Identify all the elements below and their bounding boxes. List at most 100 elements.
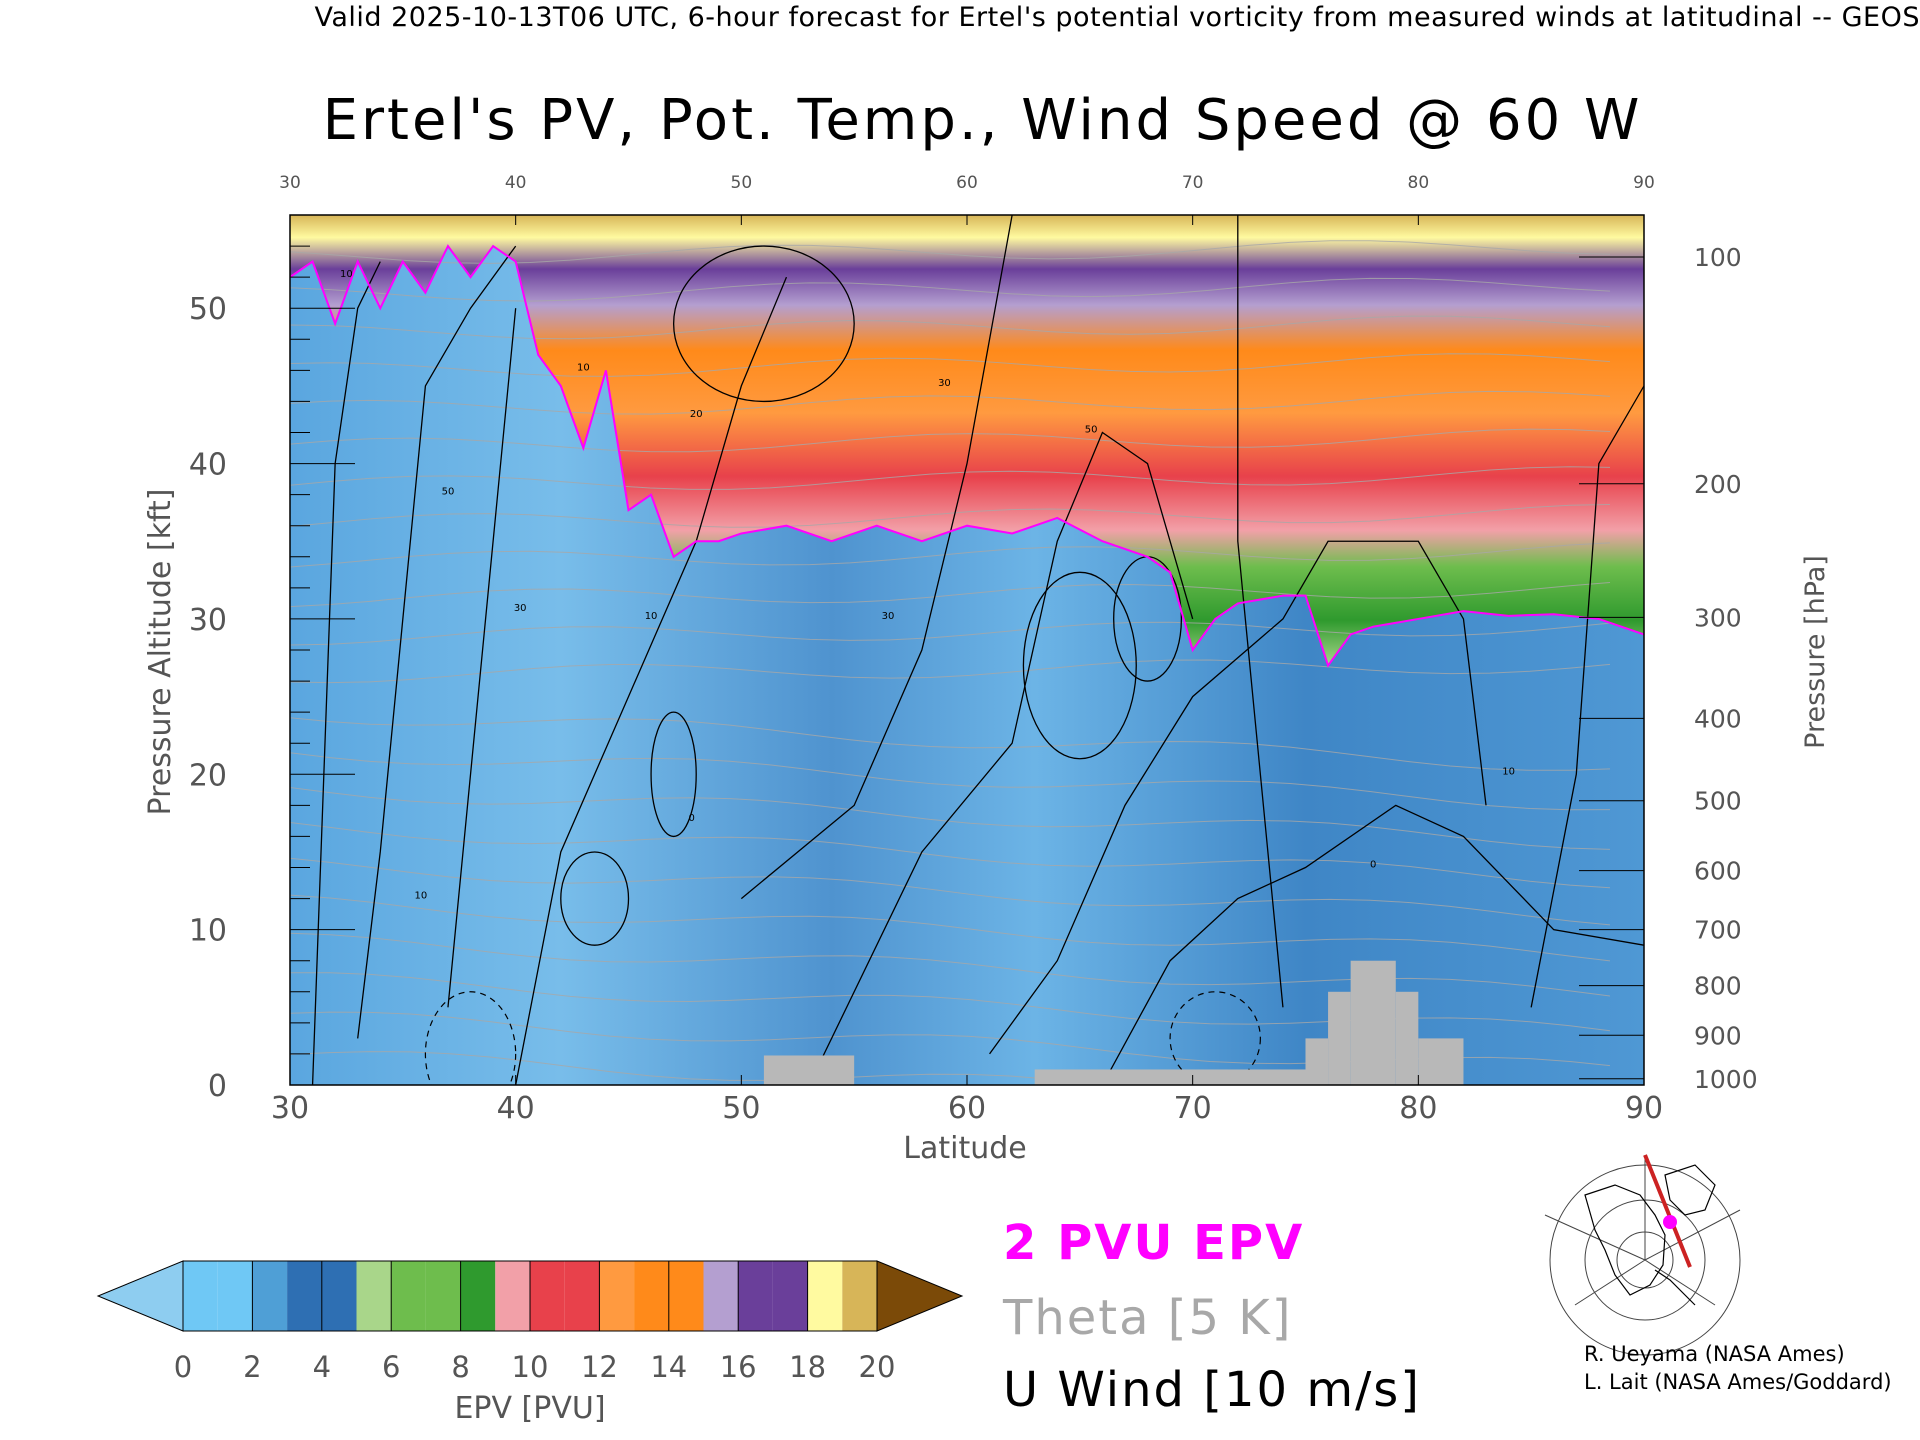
colorbar-segment <box>772 1261 808 1331</box>
x-tick-top-label: 30 <box>279 173 301 193</box>
y-tick-label: 10 <box>189 914 227 949</box>
wind-contour <box>357 245 517 1039</box>
colorbar-segment <box>703 1261 739 1331</box>
terrain-block <box>1034 1069 1306 1085</box>
legend-uwind: U Wind [10 m/s] <box>1003 1362 1422 1418</box>
colorbar-segment <box>356 1261 392 1331</box>
stratosphere-epv-fill <box>290 215 1644 666</box>
x-axis-top: 30 40 50 60 70 80 90 <box>279 173 1655 225</box>
wind-closed-contour <box>560 851 630 946</box>
x-tick-label: 60 <box>948 1091 986 1126</box>
x-tick-top-label: 40 <box>505 173 527 193</box>
theta-line <box>290 713 1611 771</box>
contour-label: 10 <box>340 269 353 280</box>
theta-line <box>290 542 1611 568</box>
credit-line-2: L. Lait (NASA Ames/Goddard) <box>1584 1370 1892 1394</box>
wind-contour <box>740 215 1013 900</box>
colorbar-segment <box>425 1261 461 1331</box>
colorbar-segment <box>460 1261 496 1331</box>
terrain-block <box>1418 1038 1464 1085</box>
plot-area: 10 10 10 10 20 30 30 30 50 50 0 0 10 <box>290 215 1644 1085</box>
y-tick-label: 40 <box>189 448 227 483</box>
pressure-tick-label: 400 <box>1694 704 1742 733</box>
wind-closed-contour <box>650 711 697 838</box>
colorbar-segment <box>564 1261 600 1331</box>
colorbar: 0 2 4 6 8 10 12 14 16 18 20 <box>96 1260 964 1384</box>
theta-line <box>290 353 1611 377</box>
x-tick-label: 40 <box>497 1091 535 1126</box>
y-tick-label: 50 <box>189 292 227 327</box>
contour-labels: 10 10 10 10 20 30 30 30 50 50 0 0 10 <box>340 269 1515 901</box>
colorbar-segment <box>807 1261 843 1331</box>
x-tick-label: 50 <box>722 1091 760 1126</box>
x-tick-label: 30 <box>271 1091 309 1126</box>
colorbar-label: EPV [PVU] <box>454 1391 605 1426</box>
colorbar-tick-label: 18 <box>789 1350 826 1384</box>
x-tick-label: 70 <box>1174 1091 1212 1126</box>
pressure-tick-label: 900 <box>1694 1021 1742 1050</box>
colorbar-segment <box>495 1261 530 1331</box>
valid-time-header: Valid 2025-10-13T06 UTC, 6-hour forecast… <box>314 2 1920 33</box>
colorbar-tick-label: 10 <box>512 1350 549 1384</box>
colorbar-tick-label: 4 <box>313 1350 331 1384</box>
x-axis-label: Latitude <box>903 1131 1026 1166</box>
theta-line <box>290 857 1611 926</box>
colorbar-tick-label: 6 <box>382 1350 400 1384</box>
wind-closed-contour <box>1022 571 1137 760</box>
tropopause-2pvu-line <box>290 244 1644 668</box>
terrain-block <box>763 1055 855 1085</box>
y-axis-right-pressure: 100 200 300 400 500 600 700 800 900 1000 <box>1579 243 1758 1094</box>
y-axis-label: Pressure Altitude [kft] <box>143 489 178 816</box>
pressure-tick-label: 700 <box>1694 916 1742 945</box>
wind-contour <box>515 276 788 1085</box>
legend-epv: 2 PVU EPV <box>1003 1215 1305 1271</box>
terrain-block <box>1305 1038 1329 1085</box>
contour-label: 10 <box>415 891 428 902</box>
colorbar-segment <box>634 1261 669 1331</box>
wind-contour <box>1237 215 1284 1008</box>
y-tick-label: 20 <box>189 758 227 793</box>
pressure-tick-label: 600 <box>1694 857 1742 886</box>
pressure-tick-label: 300 <box>1694 603 1742 632</box>
pressure-tick-label: 200 <box>1694 470 1742 499</box>
terrain-blocks <box>763 960 1464 1085</box>
theta-line <box>290 315 1611 340</box>
wind-closed-contour <box>672 245 855 403</box>
colorbar-segment <box>738 1261 773 1331</box>
colorbar-segment <box>287 1261 322 1331</box>
wind-contour <box>447 308 517 1008</box>
colorbar-tick-label: 2 <box>243 1350 261 1384</box>
theta-line <box>290 787 1611 850</box>
colorbar-segment <box>183 1261 218 1331</box>
inset-map <box>1544 1154 1741 1356</box>
colorbar-tick-label: 8 <box>451 1350 469 1384</box>
contour-label: 20 <box>690 409 703 420</box>
contour-label: 50 <box>1085 425 1098 436</box>
terrain-block <box>1328 991 1351 1085</box>
colorbar-segment <box>668 1261 704 1331</box>
colorbar-tick-label: 16 <box>720 1350 757 1384</box>
x-tick-top-label: 50 <box>731 173 753 193</box>
pressure-tick-label: 100 <box>1694 243 1742 272</box>
contour-label: 30 <box>514 603 527 614</box>
contour-label: 10 <box>1502 766 1515 777</box>
x-tick-top-label: 60 <box>956 173 978 193</box>
theta-line <box>290 621 1611 646</box>
terrain-block <box>1395 991 1419 1085</box>
colorbar-segment <box>530 1261 565 1331</box>
colorbar-segment <box>252 1261 288 1331</box>
wind-contour <box>808 431 1194 1085</box>
colorbar-tick-label: 12 <box>581 1350 618 1384</box>
colorbar-segment <box>217 1261 253 1331</box>
colorbar-over-arrow <box>876 1260 964 1332</box>
credit-line-1: R. Ueyama (NASA Ames) <box>1584 1342 1845 1366</box>
x-tick-label: 80 <box>1399 1091 1437 1126</box>
theta-line <box>290 390 1611 415</box>
x-tick-top-label: 80 <box>1408 173 1430 193</box>
colorbar-segment <box>842 1261 877 1331</box>
colorbar-tick-label: 14 <box>650 1350 687 1384</box>
theta-line <box>290 240 1611 264</box>
contour-label: 0 <box>1370 860 1376 871</box>
theta-line <box>290 822 1611 889</box>
